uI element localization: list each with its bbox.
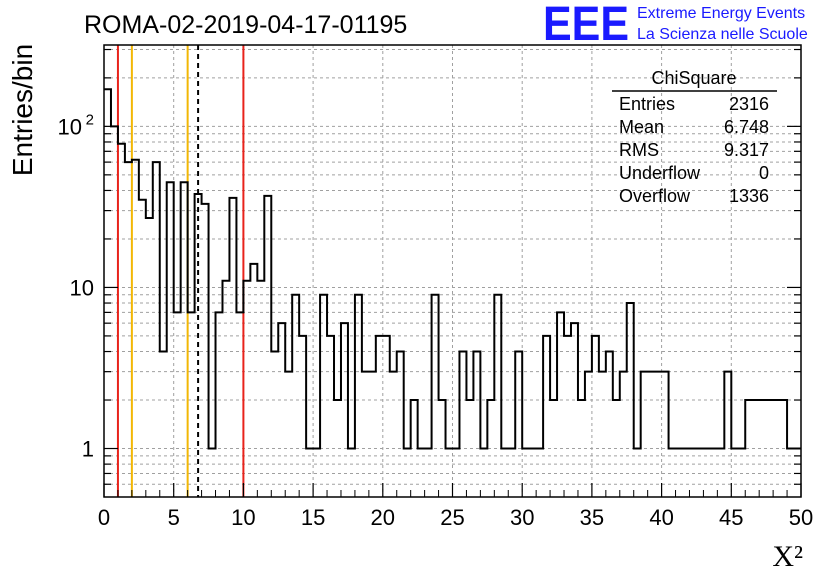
stats-row-label: Mean (619, 117, 664, 137)
x-tick-label: 5 (168, 505, 180, 530)
x-tick-label: 20 (371, 505, 395, 530)
stats-row-value: 0 (759, 163, 769, 183)
stats-row-value: 2316 (729, 94, 769, 114)
stats-row-value: 6.748 (724, 117, 769, 137)
stats-row-label: RMS (619, 140, 659, 160)
y-tick-label: 10 (58, 114, 82, 139)
y-axis-title: Entries/bin (7, 44, 38, 176)
y-tick-label: 1 (82, 437, 94, 462)
x-tick-label: 15 (301, 505, 325, 530)
stats-row-value: 9.317 (724, 140, 769, 160)
stats-row-label: Entries (619, 94, 675, 114)
histogram-series (104, 88, 801, 450)
x-tick-label: 40 (649, 505, 673, 530)
logo-line-2: La Scienza nelle Scuole (637, 26, 808, 43)
grid-lines (104, 45, 801, 497)
x-tick-label: 35 (580, 505, 604, 530)
x-axis-title: X² (772, 540, 803, 572)
x-tick-label: 50 (789, 505, 813, 530)
y-tick-label-exponent: 2 (86, 111, 94, 128)
x-tick-label: 10 (231, 505, 255, 530)
stats-box-title: ChiSquare (651, 68, 736, 88)
eee-logo: EEE (543, 0, 629, 51)
x-tick-label: 30 (510, 505, 534, 530)
chart-title: ROMA-02-2019-04-17-01195 (84, 11, 407, 39)
stats-box: ChiSquare Entries 2316 Mean 6.748 RMS 9.317 Un… (612, 68, 777, 206)
cut-lines (116, 45, 245, 497)
stats-row-label: Underflow (619, 163, 701, 183)
axis-ticks (103, 48, 802, 497)
stats-row-value: 1336 (729, 186, 769, 206)
x-tick-label: 0 (98, 505, 110, 530)
stats-row-label: Overflow (619, 186, 691, 206)
y-tick-label: 10 (70, 275, 94, 300)
x-tick-label: 45 (719, 505, 743, 530)
x-tick-label: 25 (440, 505, 464, 530)
logo-line-1: Extreme Energy Events (637, 5, 805, 22)
